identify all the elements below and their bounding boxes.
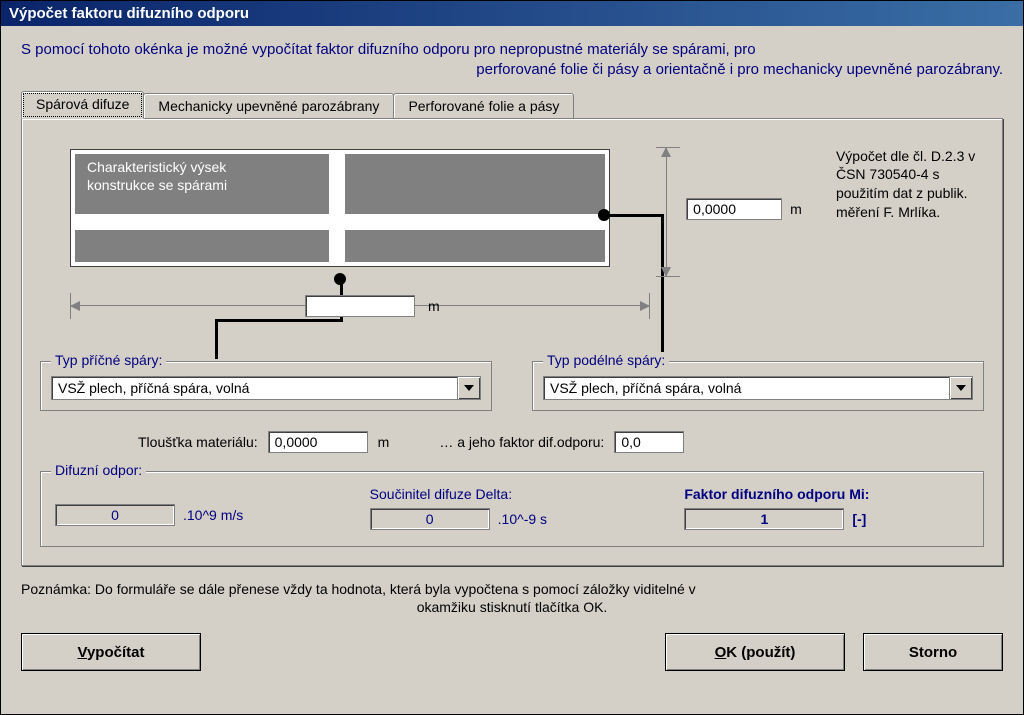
mi-value: 1 [684,508,844,530]
arrow-up-icon [661,147,671,157]
diagram-label-line1: Charakteristický výsek [87,158,227,176]
arrow-left-icon [70,301,80,311]
thickness-input[interactable] [268,431,368,453]
note-line2: okamžiku stisknutí tlačítka OK. [21,598,1003,617]
button-row: Vypočítat OK (použít) Storno [21,633,1003,671]
arrow-right-icon [640,301,650,311]
group-pricne-spary: Typ příčné spáry: VSŽ plech, příčná spár… [40,361,492,411]
calc-reference-note: Výpočet dle čl. D.2.3 v ČSN 730540-4 s p… [836,147,984,223]
intro-text: S pomocí tohoto okénka je možné vypočíta… [1,26,1023,91]
podelne-spary-value: VSŽ plech, příčná spára, volná [543,376,949,400]
diagram-label: Charakteristický výsek konstrukce se spá… [87,158,227,194]
factor-label: … a jeho faktor dif.odporu: [439,434,604,450]
diffusion-resistance-unit: .10^9 m/s [183,507,243,523]
dim-line [666,147,667,277]
height-unit: m [790,201,802,217]
tab-mechanicky-upevnene[interactable]: Mechanicky upevněné parozábrany [143,93,394,118]
tile [75,230,329,262]
diagram: Charakteristický výsek konstrukce se spá… [40,141,632,331]
result-col-r: 0 .10^9 m/s [55,486,340,530]
results-group: Difuzní odpor: 0 .10^9 m/s Součinitel di… [40,471,984,547]
group-legend: Typ příčné spáry: [51,352,166,368]
tab-sparova-difuze[interactable]: Spárová difuze [21,91,144,119]
result-col-delta: Součinitel difuze Delta: 0 .10^-9 s [370,486,655,530]
tab-perforovane-folie[interactable]: Perforované folie a pásy [393,93,574,118]
dropdown-button[interactable] [457,376,481,400]
compute-accel: V [78,644,87,661]
ok-rest: K (použít) [726,644,795,661]
results-legend: Difuzní odpor: [51,462,146,478]
arrow-down-icon [661,267,671,277]
tile-grid: Charakteristický výsek konstrukce se spá… [70,149,610,267]
podelne-spary-combo[interactable]: VSŽ plech, příčná spára, volná [543,376,973,400]
mi-unit: [-] [852,511,866,527]
delta-value: 0 [370,508,490,530]
diagram-label-line2: konstrukce se spárami [87,176,227,194]
dropdown-button[interactable] [949,376,973,400]
lead-line [215,319,218,359]
intro-line2: perforované folie či pásy a orientačně i… [21,60,1003,80]
tab-panel: Charakteristický výsek konstrukce se spá… [21,118,1003,566]
chevron-down-icon [464,385,474,391]
dimension-horizontal: m [70,293,650,321]
factor-input[interactable] [614,431,684,453]
ok-button[interactable]: OK (použít) [665,633,845,671]
tile [345,230,605,262]
pricne-spary-combo[interactable]: VSŽ plech, příčná spára, volná [51,376,481,400]
chevron-down-icon [956,385,966,391]
note-line1: Poznámka: Do formuláře se dále přenese v… [21,580,1003,599]
result-col-mi: Faktor difuzního odporu Mi: 1 [-] [684,486,969,530]
window: Výpočet faktoru difuzního odporu S pomoc… [0,0,1024,715]
group-podelne-spary: Typ podélné spáry: VSŽ plech, příčná spá… [532,361,984,411]
cancel-button[interactable]: Storno [863,633,1003,671]
pricne-spary-value: VSŽ plech, příčná spára, volná [51,376,457,400]
dimension-vertical: m [650,147,818,277]
group-legend: Typ podélné spáry: [543,352,669,368]
thickness-unit: m [378,434,390,450]
footer-note: Poznámka: Do formuláře se dále přenese v… [21,580,1003,618]
compute-rest: ypočítat [87,644,145,661]
width-unit: m [428,298,440,314]
diagram-row: Charakteristický výsek konstrukce se spá… [40,141,984,331]
compute-button[interactable]: Vypočítat [21,633,201,671]
window-title: Výpočet faktoru difuzního odporu [9,5,249,22]
width-input[interactable] [305,295,415,317]
mi-label: Faktor difuzního odporu Mi: [684,486,969,502]
tile [345,154,605,214]
thickness-label: Tloušťka materiálu: [138,434,258,450]
material-row: Tloušťka materiálu: m … a jeho faktor di… [40,431,984,453]
height-input[interactable] [686,198,782,220]
ok-accel: O [715,644,727,661]
joint-type-row: Typ příčné spáry: VSŽ plech, příčná spár… [40,361,984,411]
intro-line1: S pomocí tohoto okénka je možné vypočíta… [21,40,1003,60]
delta-label: Součinitel difuze Delta: [370,486,655,502]
delta-unit: .10^-9 s [498,511,547,527]
diffusion-resistance-value: 0 [55,504,175,526]
tab-strip: Spárová difuze Mechanicky upevněné paroz… [21,91,1003,118]
titlebar: Výpočet faktoru difuzního odporu [1,1,1023,26]
